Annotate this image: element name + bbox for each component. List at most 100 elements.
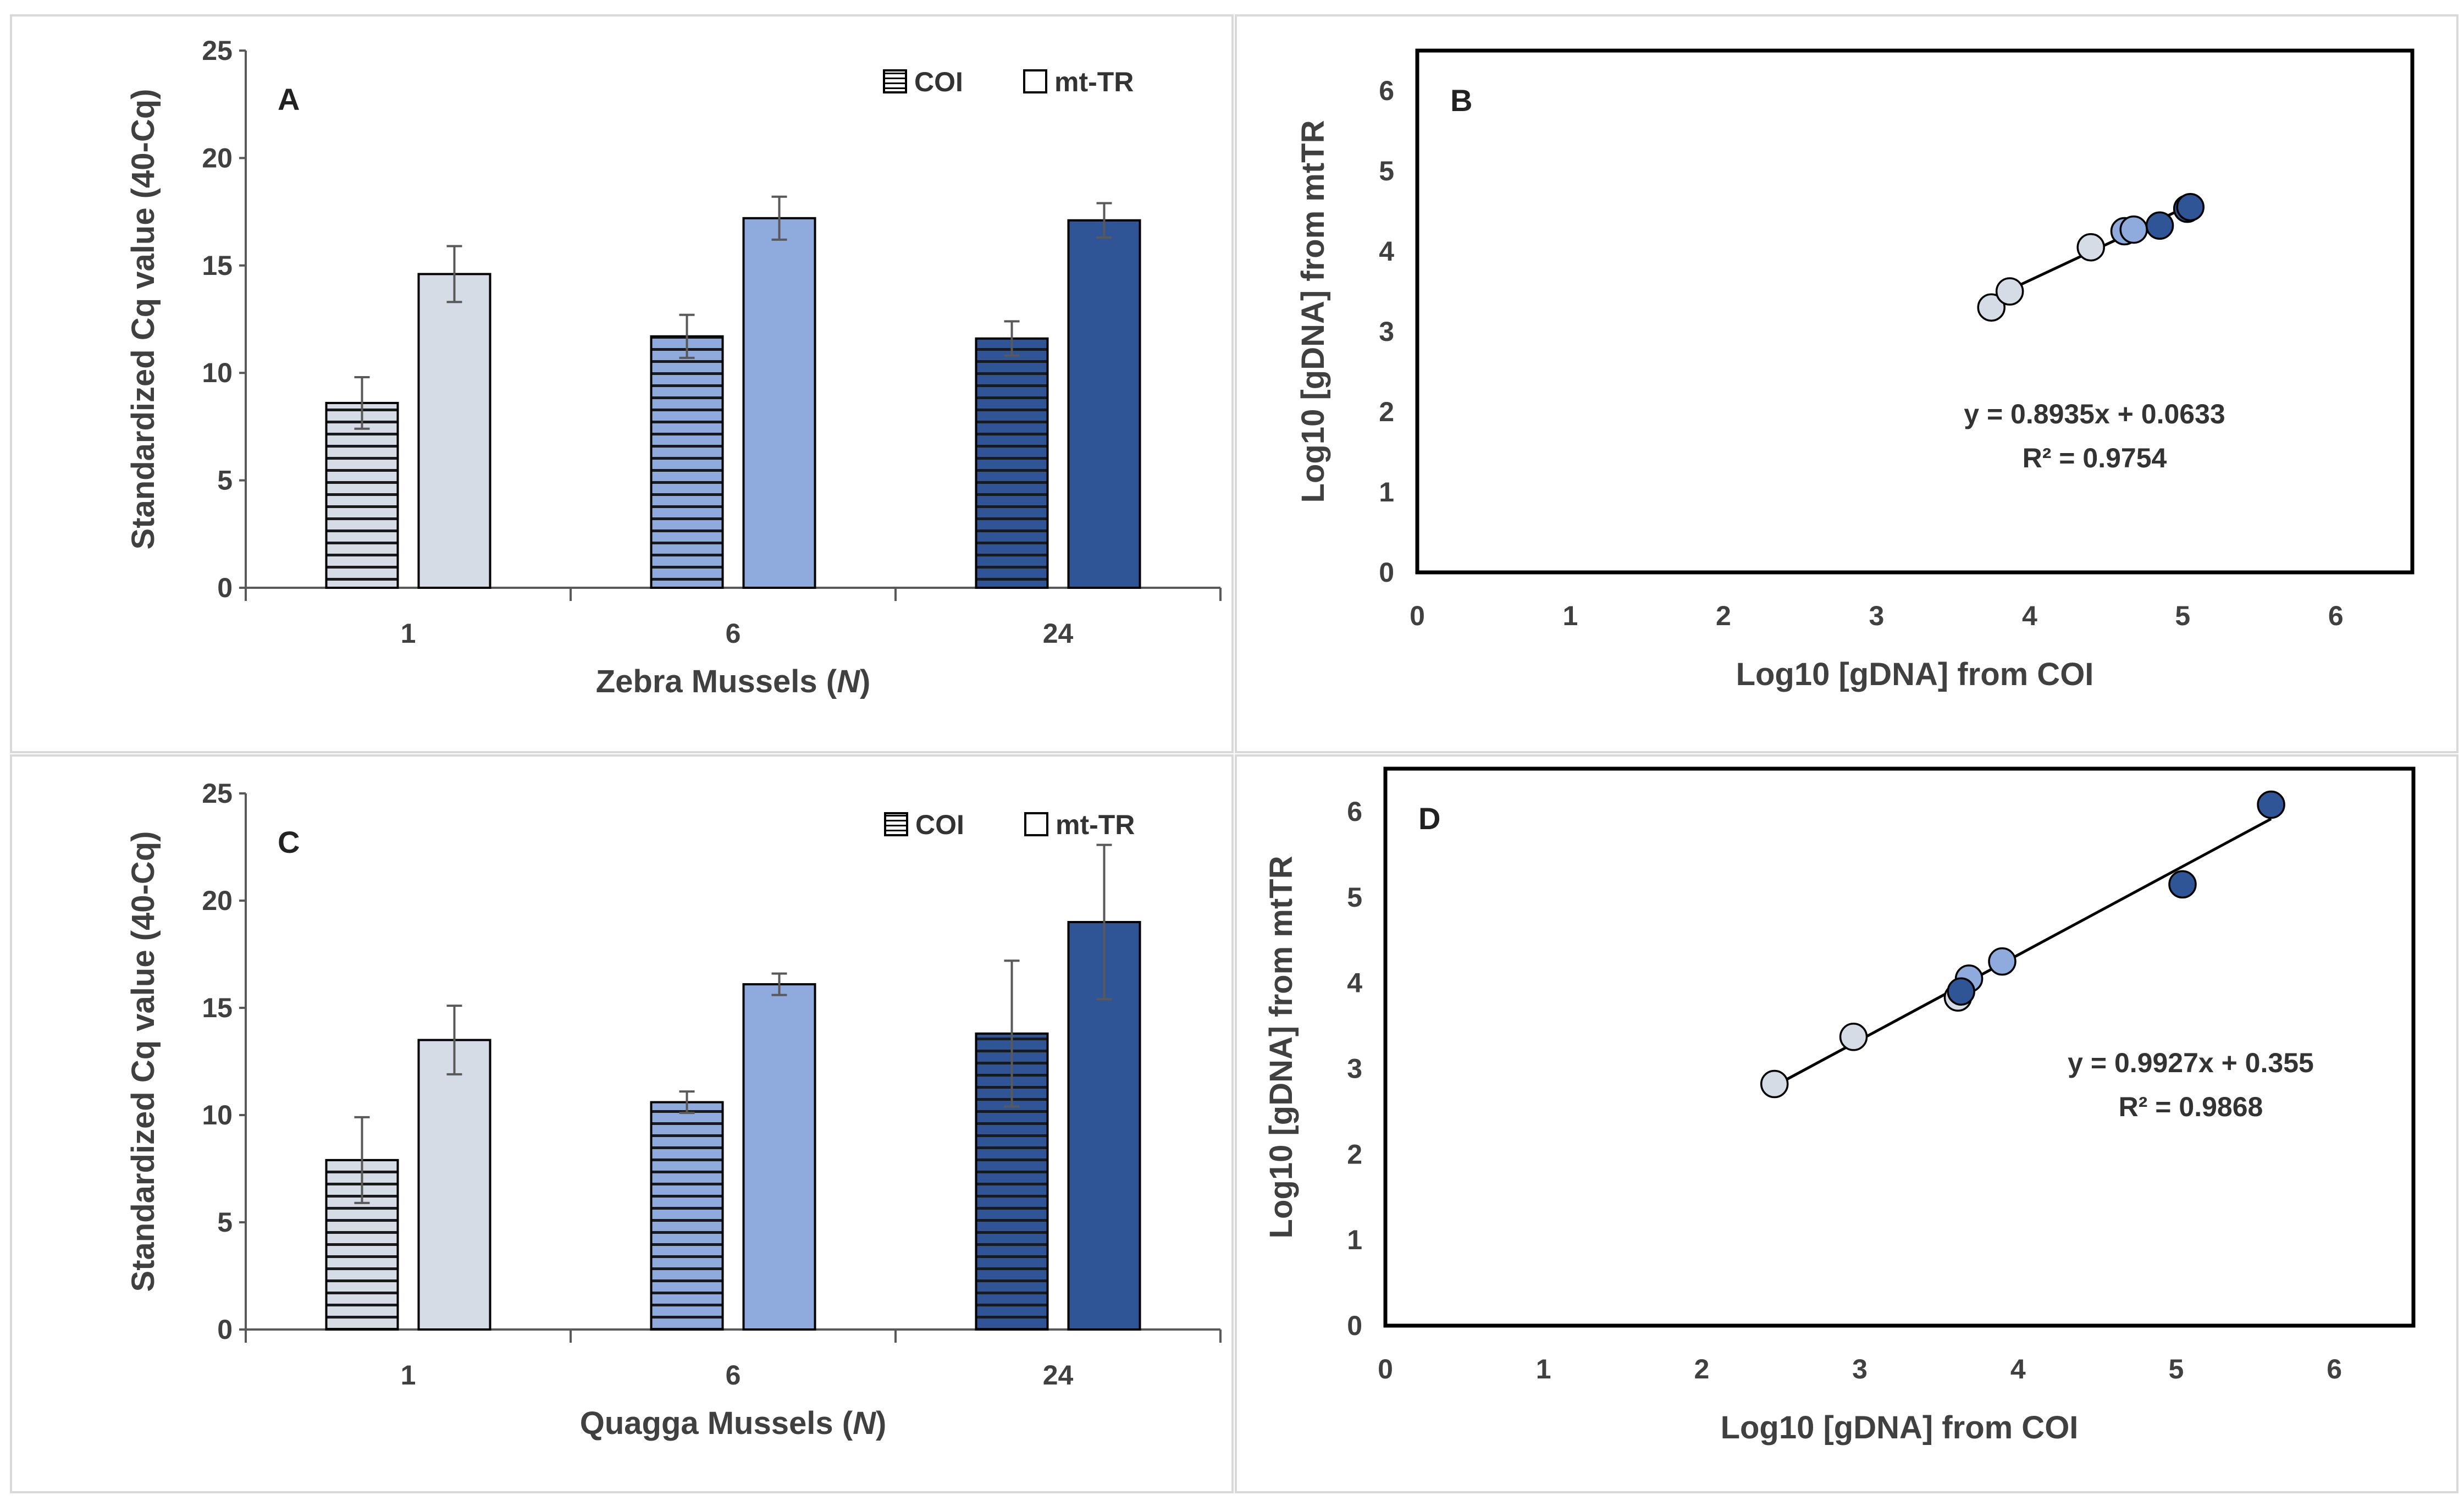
x-axis-title-italic: N	[837, 664, 860, 699]
legend-label-coi: COI	[915, 809, 964, 840]
legend-swatch-coi	[884, 812, 908, 836]
panel-b-border	[1235, 14, 2459, 753]
y-tick-label: 5	[217, 1207, 233, 1238]
scatter-chart-d: 0 1 2 3 4 5 6 0 1 2 3 4 5 6 Dy = 0.9927x + 0.355 R² = 0…	[1263, 766, 2416, 1446]
x-axis-title-suffix: )	[876, 1405, 886, 1441]
x-axis-title-italic: N	[853, 1405, 876, 1441]
y-tick-label: 0	[217, 1314, 233, 1345]
y-axis-title: Log10 [gDNA] from mtTR	[1295, 120, 1331, 503]
x-tick-label: 1	[1536, 1354, 1551, 1384]
x-axis-title: Log10 [gDNA] from COI	[1736, 657, 2094, 692]
y-axis-title: Standardized Cq value (40-Cq)	[125, 831, 161, 1292]
plot-area	[1415, 48, 2415, 575]
panel-a-border	[10, 14, 1234, 753]
x-tick-label: 3	[1869, 600, 1884, 631]
x-tick-label: 6	[2327, 1354, 2342, 1384]
y-tick-label: 10	[202, 1100, 233, 1130]
x-axis-title: Zebra Mussels (N)	[596, 664, 871, 699]
bar-mt-tr-6	[742, 983, 816, 1331]
x-axis-title-prefix: Quagga Mussels (	[580, 1405, 853, 1441]
fit-equation: y = 0.8935x + 0.0633	[1964, 399, 2225, 429]
data-point-light	[1760, 1069, 1789, 1099]
data-point-dark	[2257, 790, 2285, 819]
y-tick-label: 4	[1347, 968, 1362, 999]
y-tick-label: 25	[202, 778, 233, 809]
panel-letter: B	[1450, 83, 1472, 118]
y-tick-label: 20	[202, 142, 233, 173]
legend-swatch-coi	[883, 69, 907, 93]
plot-area	[1383, 766, 2416, 1328]
data-point-light	[1977, 293, 2006, 322]
data-point-mid	[1988, 947, 2016, 976]
y-tick-label: 4	[1379, 236, 1394, 267]
x-tick-label: 3	[1852, 1354, 1868, 1384]
y-tick-label: 1	[1347, 1224, 1362, 1255]
data-point-dark	[2176, 192, 2205, 222]
x-tick-label: 24	[1043, 1360, 1074, 1391]
y-tick-label: 25	[202, 35, 233, 66]
bar-coi-6	[650, 335, 724, 589]
legend-swatch-mttr	[1024, 812, 1048, 836]
bar-coi-24	[975, 337, 1049, 589]
bar-mt-tr-1	[417, 1039, 491, 1331]
bar-mt-tr-6	[742, 217, 816, 589]
y-tick-label: 0	[217, 572, 233, 603]
x-axis-title-prefix: Zebra Mussels (	[596, 664, 837, 699]
x-tick-label: 0	[1410, 600, 1425, 631]
x-tick-label: 1	[1563, 600, 1578, 631]
y-tick-label: 15	[202, 250, 233, 281]
data-point-dark	[2145, 211, 2174, 240]
bar-chart-c: 0 5 10 15 20 25 1 6 24 C COI mt-TR Standardized Cq v…	[125, 778, 1222, 1441]
y-tick-label: 5	[1347, 882, 1362, 913]
panel-letter: C	[278, 825, 300, 859]
y-tick-label: 3	[1379, 316, 1394, 347]
x-tick-label: 1	[401, 618, 416, 649]
x-axis-title: Quagga Mussels (N)	[580, 1405, 887, 1441]
data-point-light	[2076, 233, 2105, 262]
y-tick-label: 20	[202, 885, 233, 916]
y-tick-label: 2	[1347, 1139, 1362, 1170]
fit-equation: y = 0.9927x + 0.355	[2068, 1047, 2314, 1078]
data-point-dark	[2168, 870, 2197, 899]
bar-mt-tr-1	[417, 273, 491, 589]
legend-label-coi: COI	[914, 67, 963, 97]
data-point-light	[1995, 277, 2024, 306]
y-tick-label: 3	[1347, 1053, 1362, 1084]
data-point-light	[1839, 1023, 1868, 1051]
legend-swatch-mttr	[1023, 69, 1047, 93]
r-squared: R² = 0.9868	[2119, 1091, 2263, 1122]
x-tick-label: 6	[726, 1360, 741, 1391]
data-point-dark	[1947, 977, 1975, 1006]
bar-coi-1	[325, 401, 399, 589]
panel-c-border	[10, 754, 1234, 1493]
y-axis-title: Log10 [gDNA] from mtTR	[1263, 856, 1299, 1239]
y-tick-label: 2	[1379, 396, 1394, 427]
y-tick-label: 10	[202, 357, 233, 388]
x-tick-label: 2	[1716, 600, 1731, 631]
x-tick-label: 5	[2169, 1354, 2184, 1384]
legend-label-mttr: mt-TR	[1054, 67, 1134, 97]
x-tick-label: 4	[2022, 600, 2037, 631]
x-axis-title-suffix: )	[860, 664, 870, 699]
panel-letter: A	[278, 82, 300, 117]
y-tick-label: 0	[1379, 557, 1394, 588]
x-tick-label: 1	[401, 1360, 416, 1391]
y-tick-label: 6	[1347, 796, 1362, 827]
bar-mt-tr-24	[1067, 219, 1141, 589]
bar-coi-6	[650, 1101, 724, 1331]
x-axis-title: Log10 [gDNA] from COI	[1721, 1410, 2079, 1446]
y-tick-label: 1	[1379, 477, 1394, 507]
panel-letter: D	[1418, 801, 1440, 836]
x-tick-label: 0	[1378, 1354, 1393, 1384]
legend-label-mttr: mt-TR	[1056, 809, 1135, 840]
bar-chart-a: 0 5 10 15 20 25 1 6 24 A COI mt-TR Standardized Cq v…	[125, 35, 1222, 699]
panel-d-border	[1235, 754, 2459, 1493]
scatter-chart-b: 0 1 2 3 4 5 6 0 1 2 3 4 5 6 By = 0.8935x + 0.0633 R² = …	[1295, 48, 2415, 692]
x-tick-label: 6	[2328, 600, 2344, 631]
x-tick-label: 6	[726, 618, 741, 649]
x-tick-label: 2	[1694, 1354, 1709, 1384]
data-point-mid	[2119, 215, 2148, 244]
y-axis-title: Standardized Cq value (40-Cq)	[125, 89, 161, 550]
y-tick-label: 6	[1379, 75, 1394, 106]
